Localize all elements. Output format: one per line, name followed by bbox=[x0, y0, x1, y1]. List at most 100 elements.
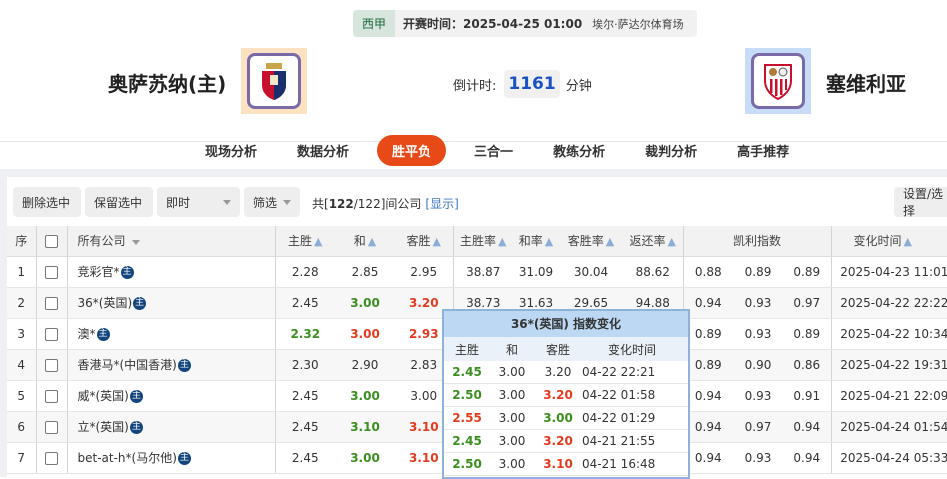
cell-select[interactable] bbox=[35, 380, 67, 412]
company-name[interactable]: 36*(英国) bbox=[77, 296, 133, 310]
home-badge-icon: 主 bbox=[177, 359, 191, 372]
cell-company[interactable]: bet-at-h*(马尔他) 主 bbox=[66, 442, 275, 474]
cell-company[interactable]: 36*(英国) 主 bbox=[66, 287, 275, 319]
company-name[interactable]: 澳* bbox=[77, 327, 96, 341]
cell-away: 2.83 bbox=[395, 349, 453, 381]
delete-selected-button[interactable]: 删除选中 bbox=[13, 187, 81, 217]
chevron-down-icon bbox=[283, 199, 291, 205]
cell-k2: 0.90 bbox=[733, 349, 783, 381]
cell-k3: 0.91 bbox=[783, 380, 832, 412]
cell-home: 2.45 bbox=[274, 287, 335, 319]
cell-seq: 3 bbox=[7, 318, 36, 350]
popup-row: 2.45 3.00 3.20 04-22 22:21 bbox=[444, 361, 688, 384]
cell-home: 2.45 bbox=[274, 442, 335, 474]
tab-win-draw-loss[interactable]: 胜平负 bbox=[377, 134, 447, 166]
sort-arrow-icon[interactable]: ▲ bbox=[367, 235, 377, 249]
popup-row: 2.50 3.00 3.10 04-21 16:48 bbox=[444, 453, 688, 476]
league-badge[interactable]: 西甲 bbox=[353, 10, 396, 37]
company-name[interactable]: 竞彩官* bbox=[77, 265, 120, 279]
countdown-unit: 分钟 bbox=[565, 78, 592, 94]
cell-select[interactable] bbox=[35, 318, 67, 350]
company-count: 共[122/122]间公司 [显示] bbox=[312, 197, 459, 211]
odds-change-popup: 36*(英国) 指数变化 主胜 和 客胜 变化时间 2.45 3.00 3.20 04… bbox=[442, 309, 690, 479]
sort-arrow-icon[interactable]: ▲ bbox=[903, 235, 913, 249]
header-draw[interactable]: 和 ▲ bbox=[335, 226, 395, 257]
header-time[interactable]: 变化时间 ▲ bbox=[830, 226, 947, 257]
away-team-name[interactable]: 塞维利亚 bbox=[826, 72, 906, 96]
company-name[interactable]: 威*(英国) bbox=[77, 389, 129, 403]
row-checkbox[interactable] bbox=[45, 265, 58, 279]
row-checkbox[interactable] bbox=[45, 296, 58, 310]
company-name[interactable]: bet-at-h*(马尔他) bbox=[77, 451, 177, 465]
tab-coach-analysis[interactable]: 教练分析 bbox=[553, 144, 606, 160]
row-checkbox[interactable] bbox=[45, 451, 58, 465]
home-team-name[interactable]: 奥萨苏纳(主) bbox=[108, 72, 227, 96]
cell-select[interactable] bbox=[35, 442, 67, 474]
home-team-logo[interactable] bbox=[241, 48, 307, 114]
filter-dropdown[interactable]: 筛选 bbox=[244, 187, 300, 217]
row-checkbox[interactable] bbox=[45, 327, 58, 341]
cell-time: 2025-04-23 11:01 bbox=[830, 256, 947, 288]
cell-select[interactable] bbox=[35, 349, 67, 381]
cell-select[interactable] bbox=[35, 287, 67, 319]
osasuna-crest-icon bbox=[262, 63, 286, 100]
match-info-bar: 西甲 开赛时间： 2025-04-25 01:00 埃尔·萨达尔体育场 bbox=[353, 10, 697, 37]
header-away[interactable]: 客胜 ▲ bbox=[395, 226, 453, 257]
table-row[interactable]: 1 竞彩官* 主 2.28 2.85 2.95 38.87 31.09 30.04 88.62 0.… bbox=[7, 256, 947, 288]
row-checkbox[interactable] bbox=[45, 389, 58, 403]
sort-arrow-icon[interactable]: ▲ bbox=[667, 235, 676, 249]
cell-time: 2025-04-21 22:09 bbox=[830, 380, 947, 412]
cell-hr: 38.87 bbox=[452, 256, 513, 288]
sort-arrow-icon[interactable]: ▲ bbox=[498, 235, 507, 249]
company-name[interactable]: 立*(英国) bbox=[77, 420, 129, 434]
tab-live-analysis[interactable]: 现场分析 bbox=[205, 144, 258, 160]
tab-expert-picks[interactable]: 高手推荐 bbox=[737, 144, 790, 160]
header-away-rate[interactable]: 客胜率 ▲ bbox=[559, 226, 623, 257]
settings-button[interactable]: 设置/选择 bbox=[894, 187, 947, 218]
kickoff-time: 2025-04-25 01:00 bbox=[463, 16, 583, 31]
header-home-rate[interactable]: 主胜率 ▲ bbox=[452, 226, 513, 257]
header-draw-rate[interactable]: 和率 ▲ bbox=[513, 226, 559, 257]
header-home[interactable]: 主胜 ▲ bbox=[274, 226, 335, 257]
popup-header: 主胜 和 客胜 变化时间 bbox=[444, 337, 688, 361]
cell-select[interactable] bbox=[35, 256, 67, 288]
sort-arrow-icon[interactable]: ▲ bbox=[314, 235, 323, 249]
cell-select[interactable] bbox=[35, 411, 67, 443]
popup-row: 2.45 3.00 3.20 04-21 21:55 bbox=[444, 430, 688, 453]
company-name[interactable]: 香港马*(中国香港) bbox=[77, 358, 177, 372]
cell-k3: 0.89 bbox=[783, 318, 832, 350]
cell-time: 2025-04-24 05:33 bbox=[830, 442, 947, 474]
mode-select[interactable]: 即时 bbox=[157, 187, 240, 217]
cell-seq: 6 bbox=[7, 411, 36, 443]
select-all-checkbox[interactable] bbox=[45, 234, 58, 248]
cell-k1: 0.89 bbox=[682, 318, 733, 350]
header-select-all[interactable] bbox=[35, 226, 67, 257]
tab-referee-analysis[interactable]: 裁判分析 bbox=[645, 144, 698, 160]
cell-draw: 2.90 bbox=[335, 349, 395, 381]
keep-selected-button[interactable]: 保留选中 bbox=[85, 187, 153, 217]
cell-home: 2.45 bbox=[274, 380, 335, 412]
tab-data-analysis[interactable]: 数据分析 bbox=[297, 144, 350, 160]
cell-company[interactable]: 澳* 主 bbox=[66, 318, 275, 350]
cell-time: 2025-04-22 22:22 bbox=[830, 287, 947, 319]
cell-company[interactable]: 威*(英国) 主 bbox=[66, 380, 275, 412]
header-company[interactable]: 所有公司 bbox=[66, 226, 275, 257]
away-team-logo[interactable] bbox=[745, 48, 811, 114]
show-link[interactable]: [显示] bbox=[425, 197, 459, 211]
cell-seq: 2 bbox=[7, 287, 36, 319]
cell-k2: 0.89 bbox=[733, 256, 783, 288]
cell-company[interactable]: 立*(英国) 主 bbox=[66, 411, 275, 443]
sort-arrow-icon[interactable]: ▲ bbox=[605, 235, 615, 249]
cell-company[interactable]: 香港马*(中国香港) 主 bbox=[66, 349, 275, 381]
tab-three-in-one[interactable]: 三合一 bbox=[474, 144, 514, 160]
row-checkbox[interactable] bbox=[45, 358, 58, 372]
countdown-value: 1161 bbox=[504, 70, 560, 98]
sort-arrow-icon[interactable]: ▲ bbox=[544, 235, 554, 249]
cell-company[interactable]: 竞彩官* 主 bbox=[66, 256, 275, 288]
row-checkbox[interactable] bbox=[45, 420, 58, 434]
header-return-rate[interactable]: 返还率 ▲ bbox=[623, 226, 683, 257]
home-badge-icon: 主 bbox=[129, 390, 143, 403]
sort-arrow-icon[interactable]: ▲ bbox=[432, 235, 441, 249]
cell-draw: 3.00 bbox=[335, 380, 395, 412]
cell-k1: 0.88 bbox=[682, 256, 733, 288]
